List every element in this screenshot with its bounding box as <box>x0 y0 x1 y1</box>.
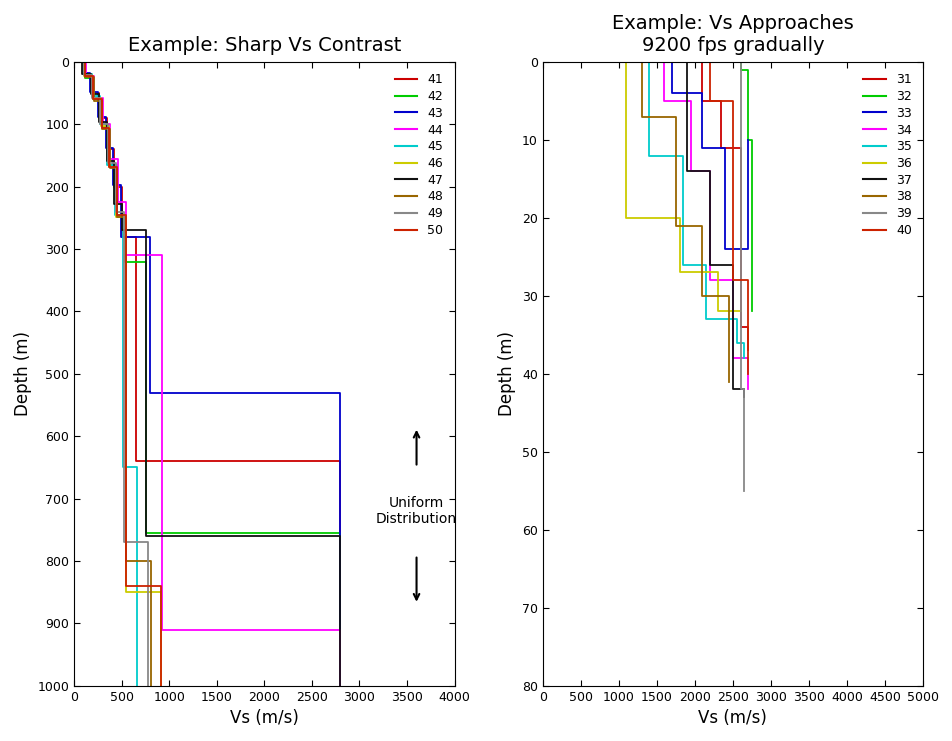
Legend: 31, 32, 33, 34, 35, 36, 37, 38, 39, 40: 31, 32, 33, 34, 35, 36, 37, 38, 39, 40 <box>858 68 916 242</box>
Title: Example: Sharp Vs Contrast: Example: Sharp Vs Contrast <box>128 36 401 55</box>
Title: Example: Vs Approaches
9200 fps gradually: Example: Vs Approaches 9200 fps graduall… <box>611 14 853 55</box>
Y-axis label: Depth (m): Depth (m) <box>498 331 516 416</box>
Text: Uniform
Distribution: Uniform Distribution <box>376 496 457 526</box>
X-axis label: Vs (m/s): Vs (m/s) <box>229 709 299 727</box>
Y-axis label: Depth (m): Depth (m) <box>14 331 31 416</box>
X-axis label: Vs (m/s): Vs (m/s) <box>698 709 766 727</box>
Legend: 41, 42, 43, 44, 45, 46, 47, 48, 49, 50: 41, 42, 43, 44, 45, 46, 47, 48, 49, 50 <box>389 68 447 242</box>
